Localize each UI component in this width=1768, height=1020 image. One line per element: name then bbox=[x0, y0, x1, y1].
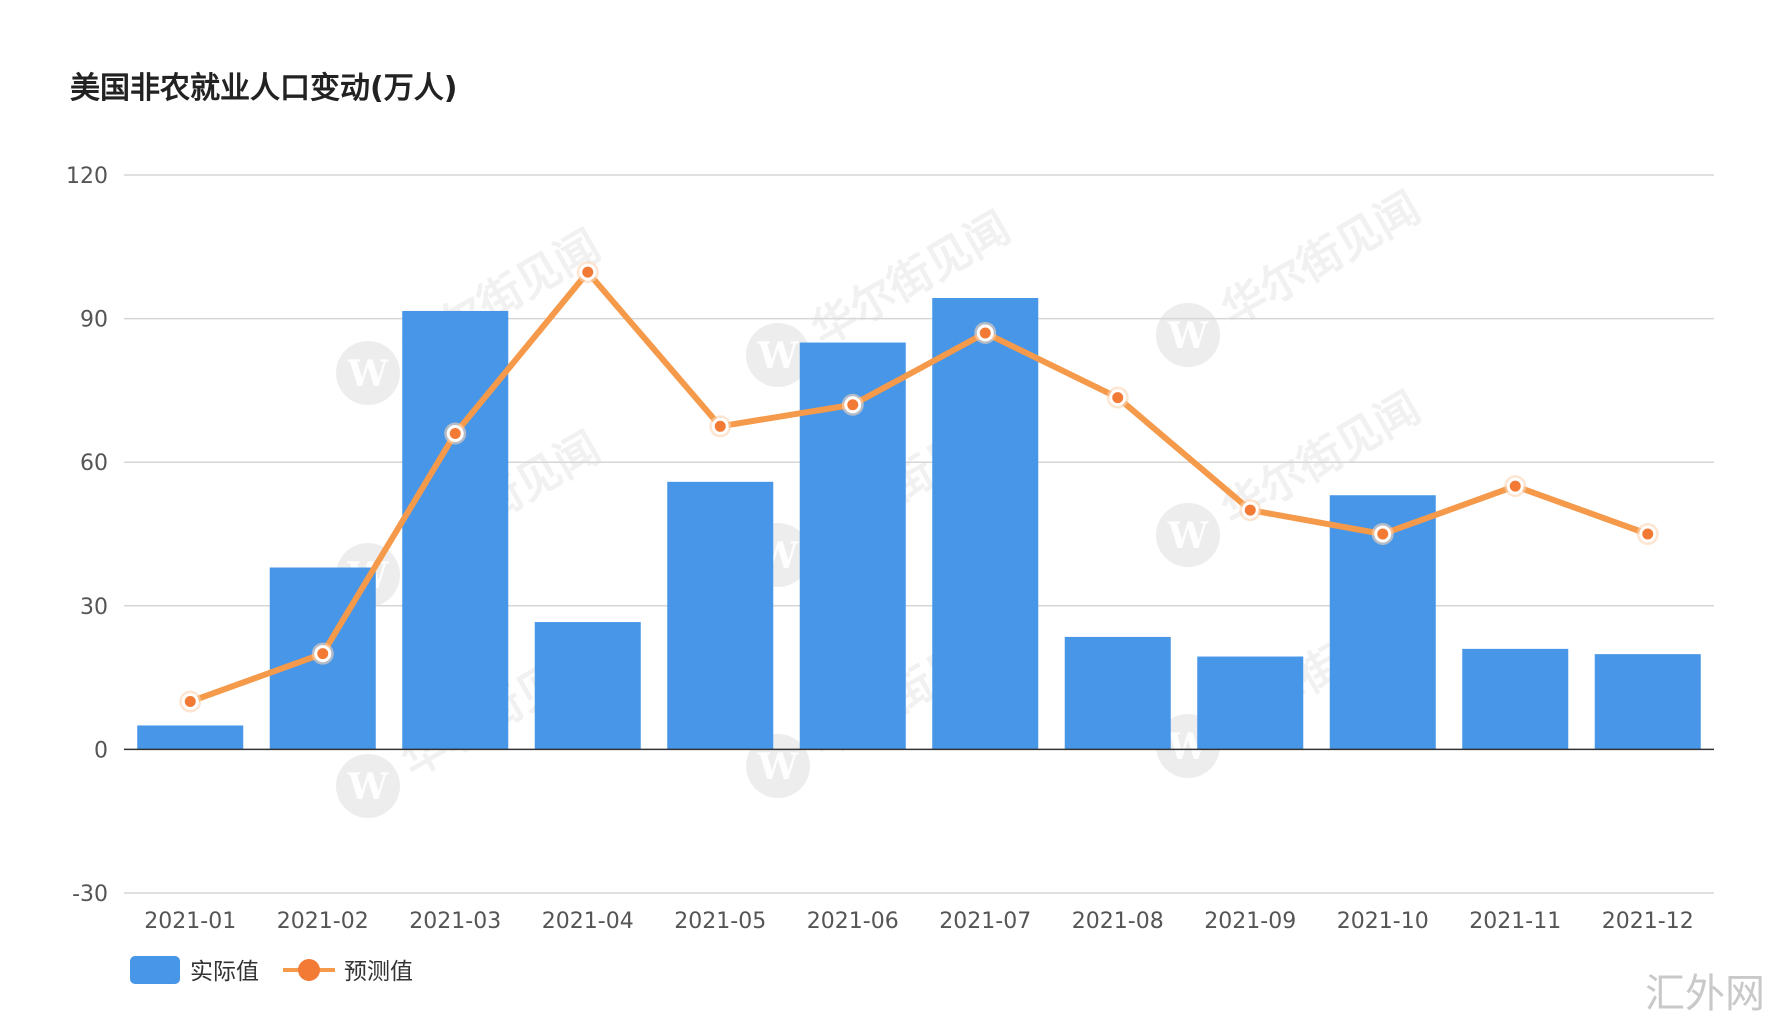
x-tick-label: 2021-07 bbox=[939, 909, 1031, 934]
legend-label-actual: 实际值 bbox=[190, 959, 259, 985]
bar-2021-11[interactable] bbox=[1462, 648, 1569, 750]
y-tick-label: -30 bbox=[72, 882, 108, 907]
x-tick-label: 2021-03 bbox=[409, 909, 501, 934]
y-axis: 120 90 60 30 0 -30 bbox=[66, 164, 108, 907]
bar-2021-05[interactable] bbox=[667, 481, 774, 750]
forecast-point-2021-08[interactable] bbox=[1109, 389, 1127, 407]
x-tick-label: 2021-08 bbox=[1072, 909, 1164, 934]
forecast-point-2021-02[interactable] bbox=[314, 645, 332, 663]
forecast-point-2021-12[interactable] bbox=[1639, 525, 1657, 543]
forecast-point-2021-05[interactable] bbox=[711, 417, 729, 435]
forecast-point-2021-06[interactable] bbox=[844, 396, 862, 414]
watermark-logo-letter: W bbox=[347, 766, 389, 808]
legend[interactable]: 实际值 预测值 bbox=[130, 956, 413, 985]
x-tick-label: 2021-11 bbox=[1469, 909, 1561, 934]
bar-2021-03[interactable] bbox=[402, 310, 509, 750]
legend-marker-forecast bbox=[298, 959, 320, 981]
x-tick-label: 2021-05 bbox=[674, 909, 766, 934]
forecast-point-2021-03[interactable] bbox=[446, 424, 464, 442]
forecast-point-2021-07[interactable] bbox=[976, 324, 994, 342]
watermark-logo-icon bbox=[746, 323, 810, 387]
forecast-point-2021-04[interactable] bbox=[579, 263, 597, 281]
x-tick-label: 2021-10 bbox=[1337, 909, 1429, 934]
legend-item-actual[interactable]: 实际值 bbox=[130, 956, 259, 985]
legend-label-forecast: 预测值 bbox=[344, 959, 413, 985]
bar-2021-12[interactable] bbox=[1594, 654, 1701, 750]
watermark-logo-letter: W bbox=[1167, 515, 1209, 557]
forecast-point-2021-11[interactable] bbox=[1506, 477, 1524, 495]
forecast-point-2021-10[interactable] bbox=[1374, 525, 1392, 543]
x-tick-label: 2021-04 bbox=[542, 909, 634, 934]
watermark-text: 华尔街见闻 bbox=[1213, 182, 1429, 336]
x-tick-label: 2021-02 bbox=[277, 909, 369, 934]
y-tick-label: 0 bbox=[94, 738, 108, 763]
bar-2021-08[interactable] bbox=[1064, 636, 1171, 750]
forecast-line bbox=[187, 269, 1651, 705]
x-axis: 2021-01 2021-02 2021-03 2021-04 2021-05 2021-… bbox=[144, 909, 1693, 934]
forecast-point-2021-01[interactable] bbox=[181, 693, 199, 711]
grid-layer bbox=[124, 174, 1714, 894]
watermark-logo-icon bbox=[1156, 503, 1220, 567]
legend-item-forecast[interactable]: 预测值 bbox=[283, 959, 413, 985]
line-series bbox=[179, 261, 1659, 713]
watermark-logo-icon bbox=[336, 754, 400, 818]
x-tick-label: 2021-01 bbox=[144, 909, 236, 934]
forecast-point-2021-09[interactable] bbox=[1241, 501, 1259, 519]
chart-title: 美国非农就业人口变动(万人) bbox=[70, 71, 457, 106]
watermark-logo-letter: W bbox=[1167, 315, 1209, 357]
y-tick-label: 120 bbox=[66, 164, 108, 189]
legend-swatch-actual bbox=[130, 956, 180, 984]
bar-2021-09[interactable] bbox=[1197, 656, 1304, 750]
watermark-logo-letter: W bbox=[347, 353, 389, 395]
watermark-logo-icon bbox=[336, 341, 400, 405]
bar-2021-04[interactable] bbox=[534, 622, 641, 750]
y-tick-label: 60 bbox=[80, 451, 108, 476]
x-tick-label: 2021-12 bbox=[1602, 909, 1694, 934]
y-tick-label: 90 bbox=[80, 308, 108, 333]
x-tick-label: 2021-09 bbox=[1204, 909, 1296, 934]
y-tick-label: 30 bbox=[80, 595, 108, 620]
bar-2021-07[interactable] bbox=[932, 298, 1039, 750]
bar-2021-01[interactable] bbox=[137, 725, 244, 750]
watermark-logo-letter: W bbox=[757, 335, 799, 377]
brand-logo-text: 汇外网 bbox=[1645, 971, 1765, 1017]
x-tick-label: 2021-06 bbox=[807, 909, 899, 934]
watermark-logo-letter: W bbox=[757, 746, 799, 788]
